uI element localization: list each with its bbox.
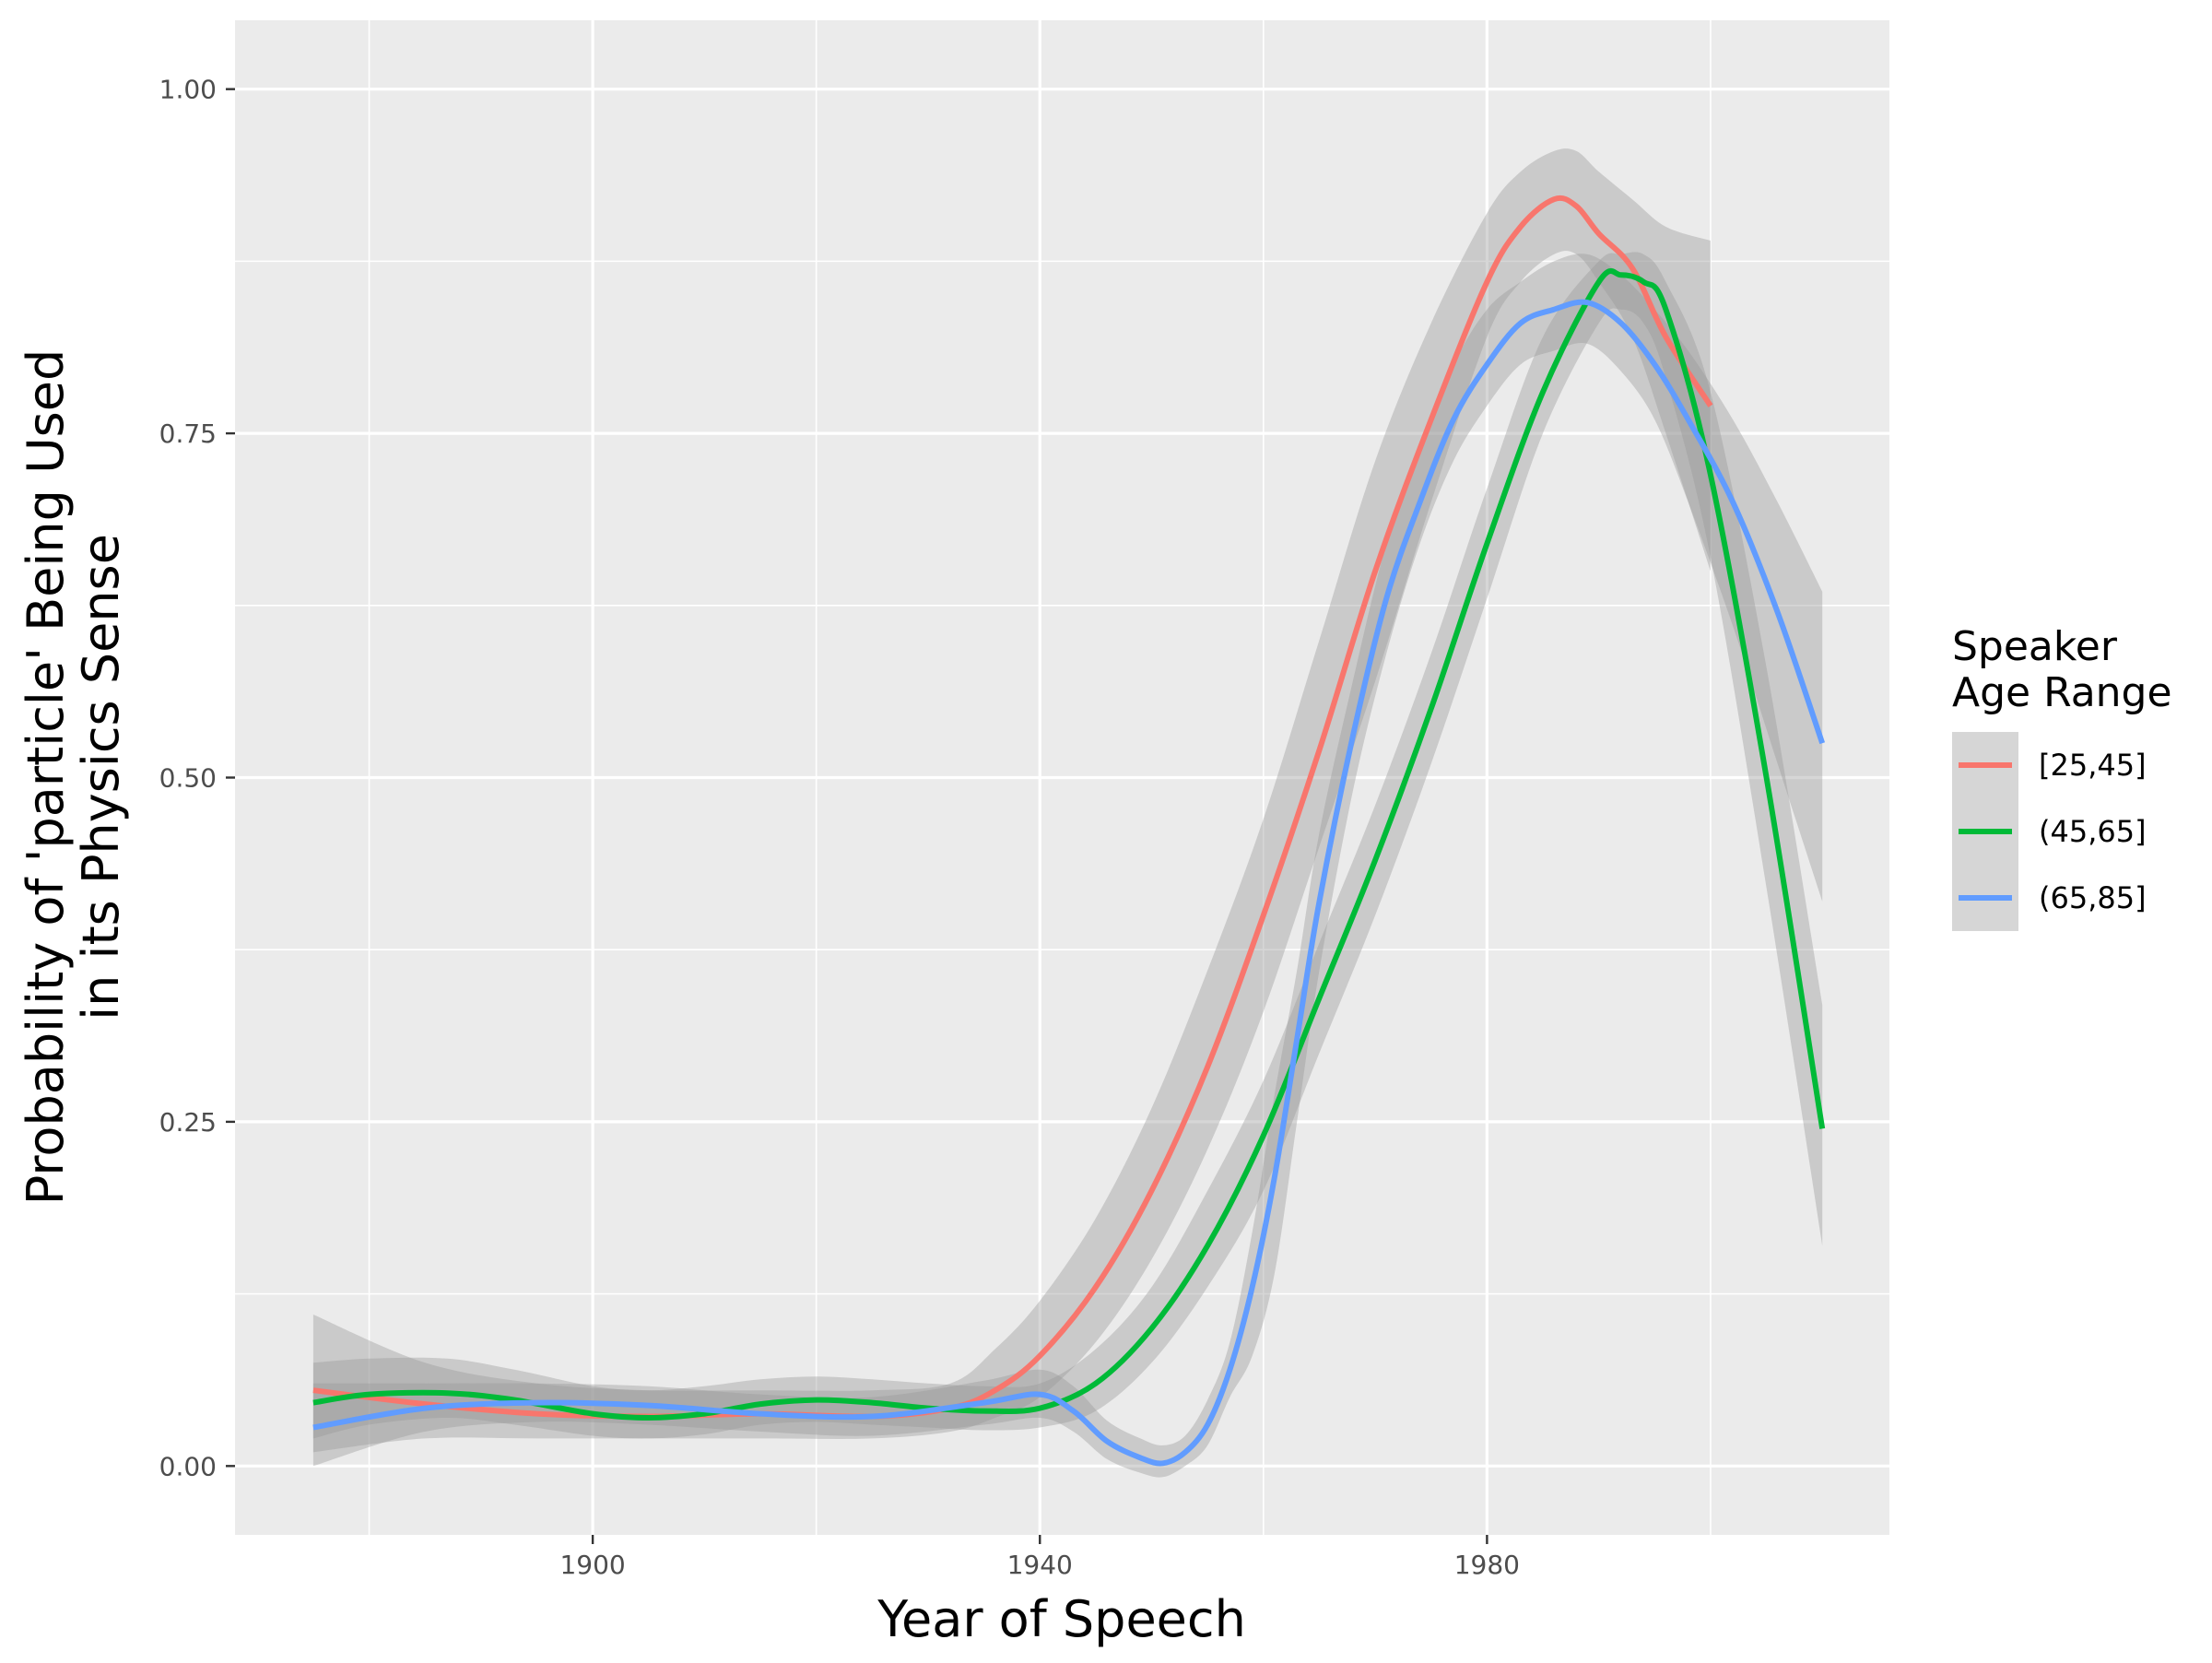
grid-major (235, 20, 1889, 1535)
confidence-band-2 (312, 252, 1823, 1439)
confidence-band-3 (312, 254, 1823, 1478)
series-lines (312, 195, 1826, 1467)
legend: Speaker Age Range [25,45] (45,65] (65,85] (1952, 623, 2172, 931)
y-tick-label: 0.00 (159, 1451, 217, 1481)
legend-label: (45,65] (2039, 814, 2147, 849)
axes: 1900 1940 1980 0.00 0.25 0.50 0.75 1.00 (159, 75, 1520, 1580)
legend-label: [25,45] (2039, 748, 2147, 783)
x-axis-title: Year of Speech (877, 1590, 1246, 1648)
legend-items: [25,45] (45,65] (65,85] (1952, 732, 2147, 931)
y-axis-title-line-2: in its Physics Sense (72, 534, 130, 1020)
legend-title-line-2: Age Range (1952, 669, 2172, 716)
x-tick-label: 1900 (559, 1550, 625, 1580)
legend-title-line-1: Speaker (1952, 623, 2118, 670)
legend-label: (65,85] (2039, 880, 2147, 915)
confidence-bands (312, 148, 1823, 1478)
series-line-2 (312, 268, 1826, 1421)
y-tick-label: 0.50 (159, 763, 217, 794)
y-tick-label: 1.00 (159, 75, 217, 105)
y-tick-label: 0.25 (159, 1107, 217, 1138)
x-tick-label: 1980 (1454, 1550, 1520, 1580)
series-line-3 (312, 299, 1826, 1467)
y-tick-label: 0.75 (159, 419, 217, 449)
x-tick-label: 1940 (1007, 1550, 1073, 1580)
y-axis-title-line-1: Probability of 'particle' Being Used (17, 349, 75, 1205)
